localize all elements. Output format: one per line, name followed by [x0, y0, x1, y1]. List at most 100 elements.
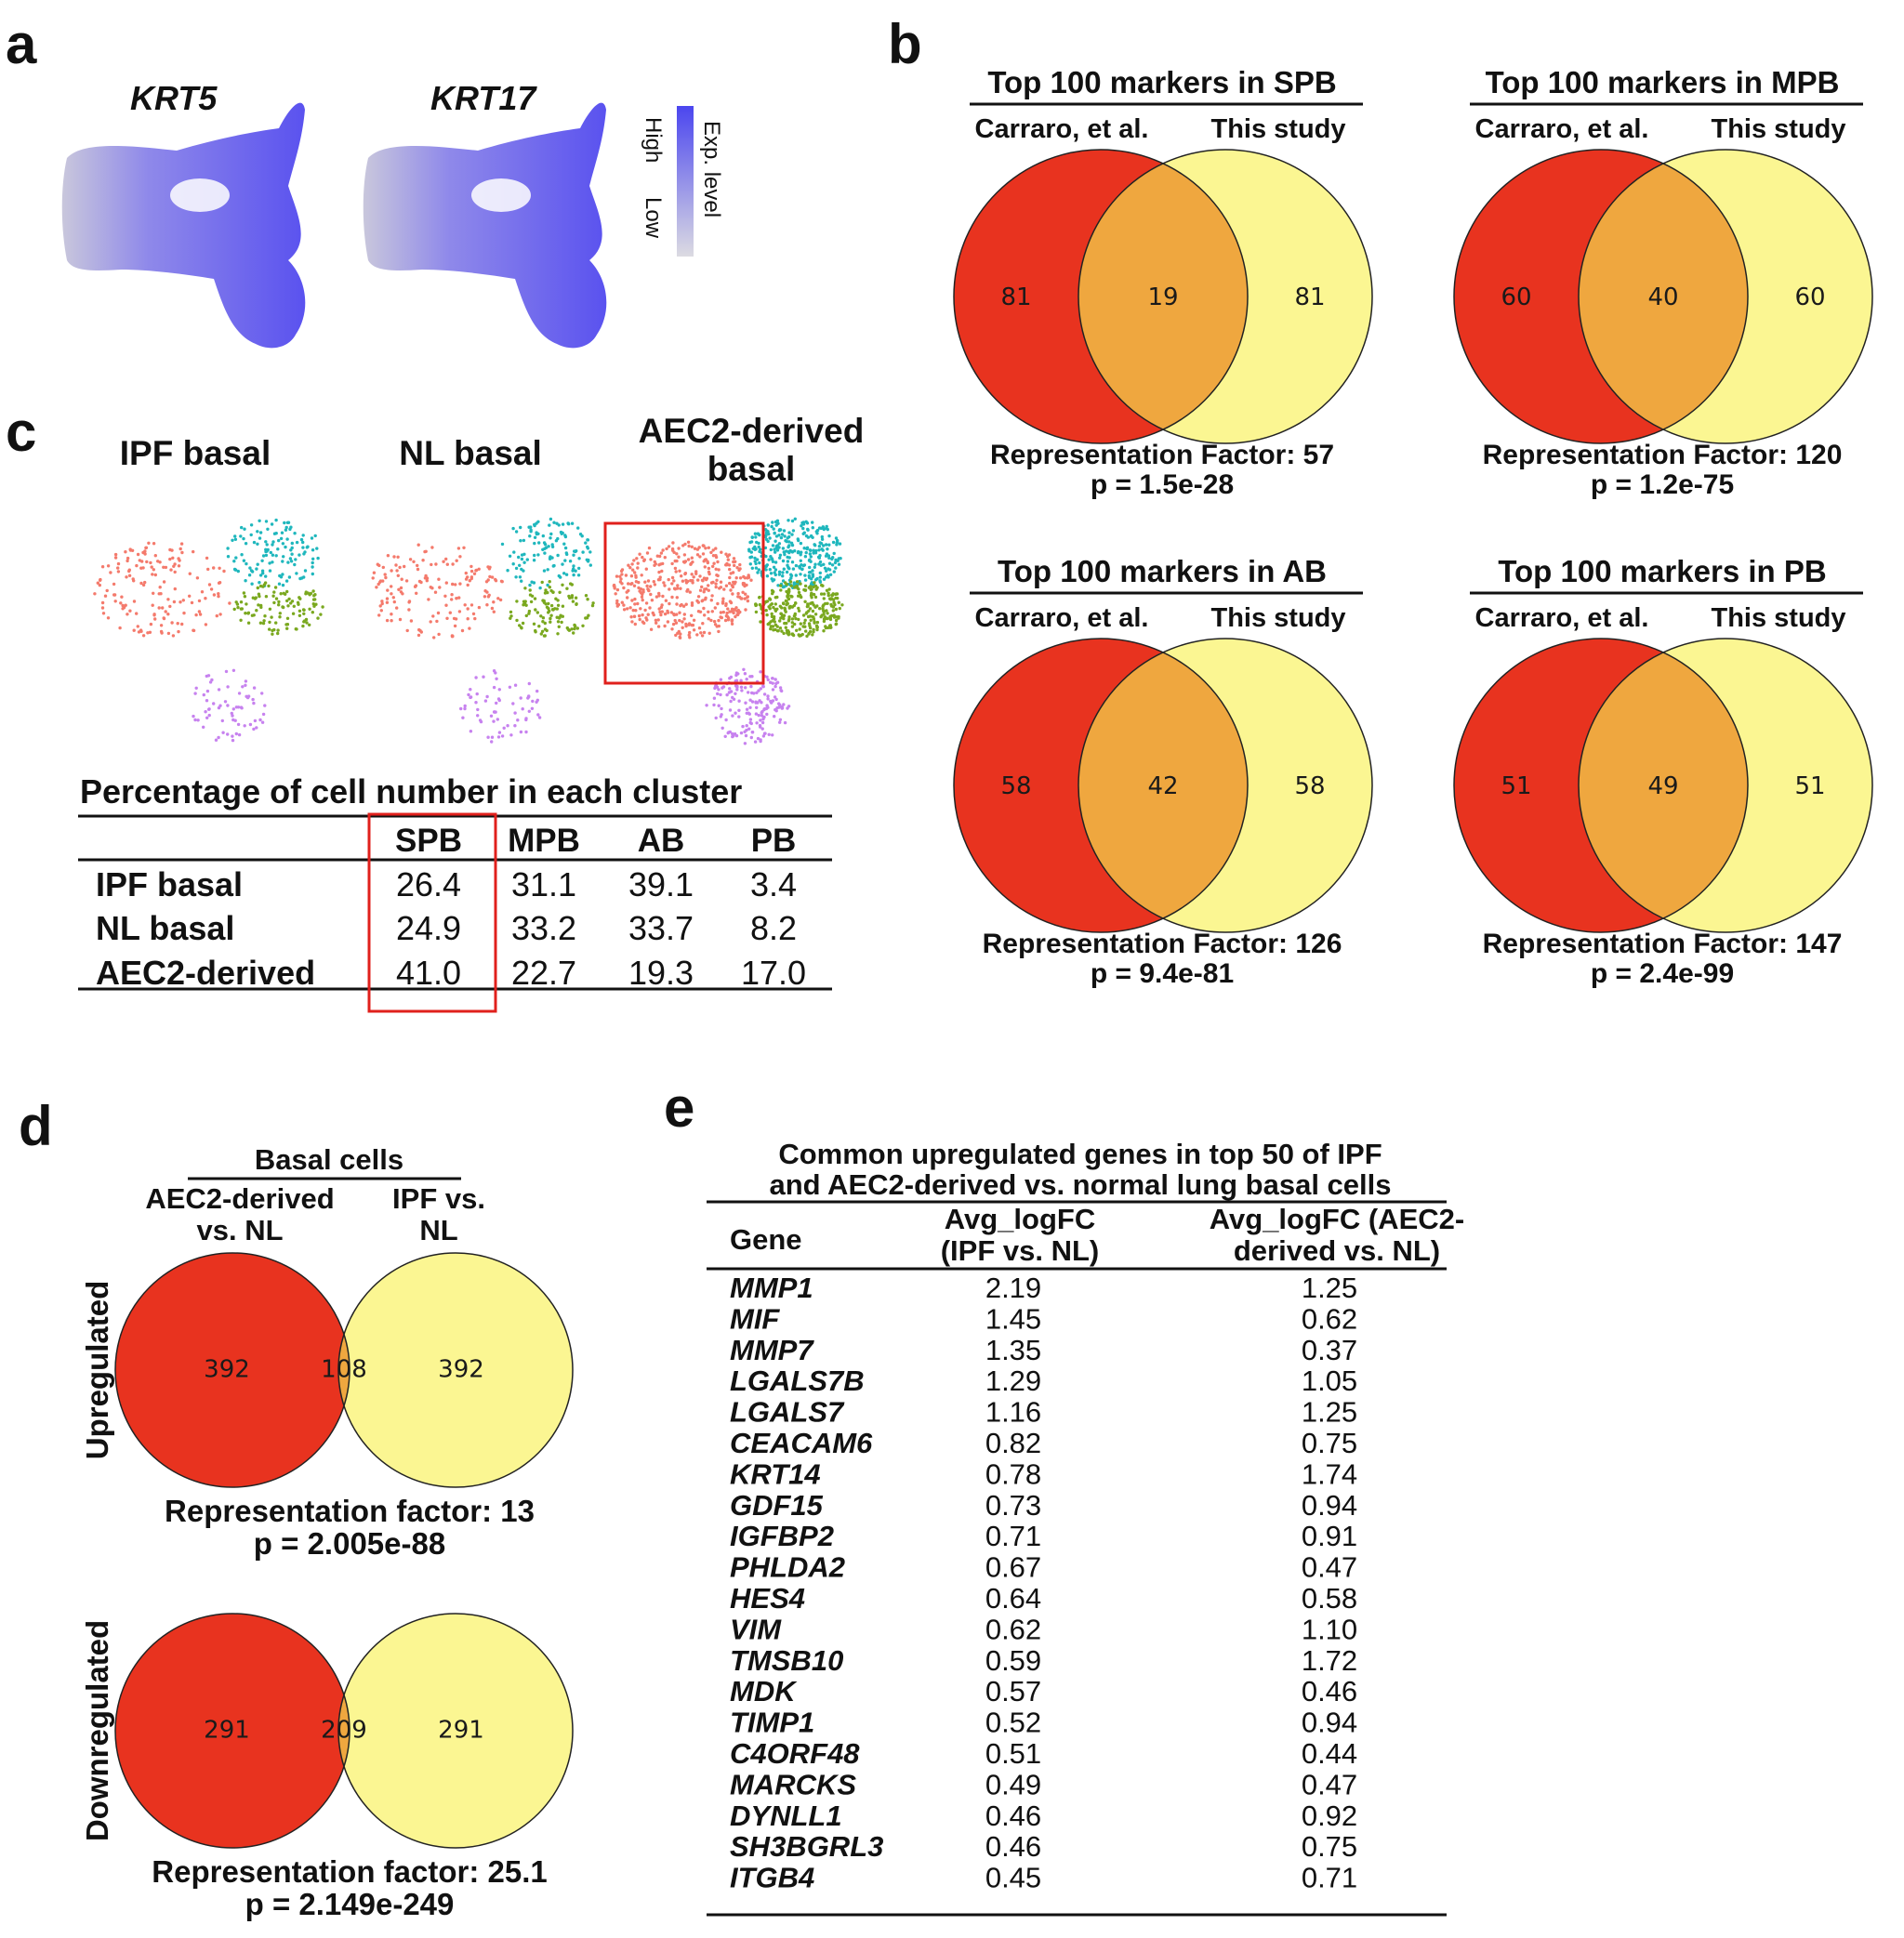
venn-d-1-left-only-count: 392	[204, 1356, 250, 1384]
table-e-row: LGALS7 1.16 1.25	[730, 1396, 1357, 1429]
ipf-logfc: 0.49	[985, 1768, 1041, 1800]
panel-label-d: d	[19, 1095, 53, 1157]
ipf-logfc: 0.59	[985, 1644, 1041, 1677]
umap-hole-krt17	[471, 178, 531, 212]
table-e-row: IGFBP2 0.71 0.91	[730, 1520, 1357, 1552]
venn-d-2-p: p = 2.149e-249	[245, 1887, 455, 1921]
venn-d-2-left-outline	[114, 1613, 350, 1849]
ipf-logfc: 0.78	[985, 1457, 1041, 1490]
venn-b-2-title: Top 100 markers in MPB	[1486, 65, 1840, 99]
umap-krt17	[363, 102, 607, 349]
col-ipf-2: (IPF vs. NL)	[941, 1234, 1100, 1267]
venn-d-1-p: p = 2.005e-88	[254, 1526, 445, 1561]
gene-name: LGALS7	[730, 1396, 845, 1429]
panel-label-c: c	[6, 401, 36, 463]
gene-name: MDK	[730, 1675, 798, 1707]
col-header-mpb: MPB	[508, 823, 580, 859]
venn-b-2-block: Top 100 markers in MPB Carraro, et al. Thi…	[1453, 65, 1873, 500]
umap-shape-krt5	[61, 102, 306, 349]
venn-d-2-rf: Representation factor: 25.1	[152, 1854, 547, 1889]
cell-aec2-mpb: 22.7	[511, 954, 576, 992]
left-set-label-2: vs. NL	[196, 1214, 283, 1246]
aec2-logfc: 0.37	[1302, 1334, 1357, 1366]
cell-nl-ab: 33.7	[628, 909, 694, 947]
table-e-row: LGALS7B 1.29 1.05	[730, 1365, 1357, 1397]
umap-ipf-pb-cells	[192, 668, 267, 743]
panel-d: d Basal cells AEC2-derived vs. NL IPF vs…	[19, 1095, 574, 1921]
ipf-logfc: 1.16	[985, 1396, 1041, 1429]
cluster-percentage-table: Percentage of cell number in each cluste…	[78, 772, 832, 1013]
venn-d-2-right-outline	[337, 1613, 574, 1849]
venn-d-1-rf: Representation factor: 13	[165, 1494, 535, 1528]
venn-d-2-overlap-count: 209	[321, 1717, 367, 1745]
table-e-row: C4ORF48 0.51 0.44	[730, 1737, 1357, 1770]
aec2-logfc: 0.44	[1302, 1737, 1357, 1770]
table-e-row: DYNLL1 0.46 0.92	[730, 1800, 1357, 1832]
legend-low: Low	[641, 197, 666, 239]
aec2-logfc: 0.91	[1302, 1520, 1357, 1552]
basal-cells-header: Basal cells	[255, 1143, 403, 1176]
cell-nl-spb: 24.9	[396, 909, 461, 947]
umap-nl-pb-cells	[459, 669, 542, 744]
cell-nl-pb: 8.2	[750, 909, 797, 947]
ipf-logfc: 0.57	[985, 1675, 1041, 1707]
table-e-row: TMSB10 0.59 1.72	[730, 1644, 1357, 1677]
col-ipf-1: Avg_logFC	[945, 1203, 1095, 1235]
table-e-row: ITGB4 0.45 0.71	[730, 1862, 1357, 1894]
venn-b-1-right-label: This study	[1210, 114, 1345, 144]
ipf-logfc: 0.62	[985, 1613, 1041, 1645]
aec2-logfc: 0.75	[1302, 1830, 1357, 1863]
venn-b-2-p: p = 1.2e-75	[1591, 469, 1734, 500]
venn-d-1-side-label-1: Upregulated	[80, 1281, 114, 1460]
panel-a: a KRT5 KRT17 Exp. level High Low	[6, 13, 724, 349]
expression-colorbar	[677, 106, 694, 257]
table-e-row: HES4 0.64 0.58	[730, 1582, 1357, 1615]
cell-nl-mpb: 33.2	[511, 909, 576, 947]
ipf-logfc: 0.71	[985, 1520, 1041, 1552]
venn-b-3-right-outline	[1078, 638, 1373, 933]
venn-b-3-left-label: Carraro, et al.	[975, 603, 1149, 633]
venn-b-1-left-label: Carraro, et al.	[975, 114, 1149, 144]
table-e-row: MARCKS 0.49 0.47	[730, 1768, 1357, 1800]
umap-hole-krt5	[170, 178, 230, 212]
left-set-label-1: AEC2-derived	[145, 1182, 334, 1215]
venn-d-1-right-outline	[337, 1252, 574, 1488]
aec2-logfc: 1.72	[1302, 1644, 1357, 1677]
aec2-logfc: 1.74	[1302, 1457, 1357, 1490]
cell-ipf-pb: 3.4	[750, 865, 797, 903]
venn-b-4-left-label: Carraro, et al.	[1475, 603, 1649, 633]
table-e-row: PHLDA2 0.67 0.47	[730, 1551, 1357, 1584]
venn-b-1-left-only-count: 81	[1000, 283, 1031, 311]
venn-b-2-right-only-count: 60	[1794, 283, 1825, 311]
umap-aec2-pb-cells	[705, 667, 791, 745]
umap-ipf-ab-cells	[226, 518, 320, 587]
gene-name: MIF	[730, 1302, 780, 1335]
venn-d-1-block: Upregulatedgenes392108392Representation …	[80, 1252, 574, 1561]
aec2-logfc: 1.05	[1302, 1365, 1357, 1397]
venn-b-4-block: Top 100 markers in PB Carraro, et al. This…	[1453, 554, 1873, 989]
gene-name: VIM	[730, 1613, 782, 1645]
umap-nl-spb-cells	[371, 543, 504, 639]
venn-b-2-overlap-region	[1579, 150, 1748, 443]
gene-name: TMSB10	[730, 1644, 843, 1677]
umap-title-ipf: IPF basal	[120, 434, 271, 472]
aec2-logfc: 0.62	[1302, 1302, 1357, 1335]
gene-name: MMP7	[730, 1334, 814, 1366]
venn-b-1-venn: 81 19 81	[953, 149, 1373, 444]
table-e-row: VIM 0.62 1.10	[730, 1613, 1357, 1645]
venn-b-2-overlap-count: 40	[1647, 283, 1678, 311]
table-e-row: SH3BGRL3 0.46 0.75	[730, 1830, 1357, 1863]
gene-name: GDF15	[730, 1489, 824, 1522]
venn-b-1-title: Top 100 markers in SPB	[987, 65, 1336, 99]
ipf-logfc: 2.19	[985, 1272, 1041, 1304]
row-label-aec2: AEC2-derived	[96, 954, 315, 992]
table-e-row: MMP7 1.35 0.37	[730, 1334, 1357, 1366]
venn-d-1-right-circle	[338, 1253, 573, 1487]
aec2-logfc: 0.92	[1302, 1800, 1357, 1832]
aec2-logfc: 1.25	[1302, 1396, 1357, 1429]
table-e-title-2: and AEC2-derived vs. normal lung basal c…	[769, 1168, 1391, 1201]
venn-b-2-rf: Representation Factor: 120	[1483, 440, 1843, 470]
venn-b-4-rf: Representation Factor: 147	[1483, 929, 1843, 959]
venn-b-1-overlap-region	[1078, 150, 1248, 443]
gene-name: PHLDA2	[730, 1551, 845, 1584]
